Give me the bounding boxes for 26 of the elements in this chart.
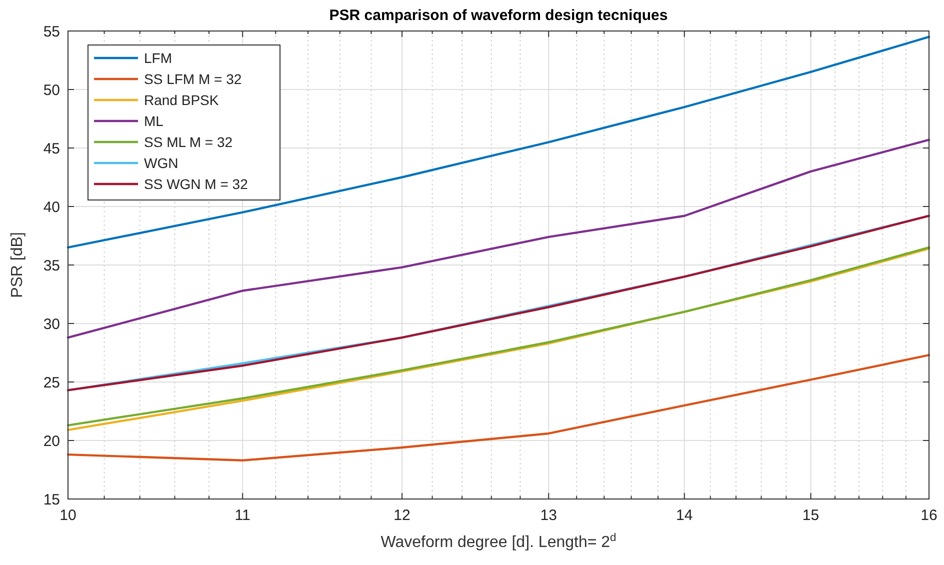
x-tick-label: 10 <box>60 507 76 524</box>
x-tick-label: 11 <box>234 507 250 524</box>
legend-label: WGN <box>144 154 178 171</box>
chart-title: PSR camparison of waveform design tecniques <box>329 7 668 24</box>
y-axis-title: PSR [dB] <box>9 232 26 298</box>
x-tick-label: 15 <box>802 507 820 524</box>
y-tick-label: 55 <box>43 23 60 40</box>
x-tick-label: 12 <box>394 507 410 524</box>
legend-label: SS ML M = 32 <box>144 134 233 150</box>
x-tick-label: 13 <box>540 507 557 524</box>
y-tick-label: 15 <box>43 491 60 508</box>
legend-label: Rand BPSK <box>144 92 220 108</box>
legend-label: LFM <box>144 50 172 66</box>
x-tick-label: 14 <box>676 507 693 524</box>
legend-label: ML <box>144 112 164 129</box>
y-tick-label: 30 <box>43 316 60 333</box>
legend-label: SS LFM M = 32 <box>144 70 242 87</box>
y-tick-label: 35 <box>43 257 60 274</box>
legend-label: SS WGN M = 32 <box>144 176 248 192</box>
y-tick-label: 20 <box>43 432 60 450</box>
y-tick-label: 50 <box>43 82 60 99</box>
y-tick-label: 45 <box>43 140 60 158</box>
y-tick-label: 40 <box>43 198 60 216</box>
y-tick-label: 25 <box>43 374 60 392</box>
x-tick-label: 16 <box>920 507 938 524</box>
x-axis-title: Waveform degree [d]. Length= 2$^{d}$ <box>380 532 616 551</box>
